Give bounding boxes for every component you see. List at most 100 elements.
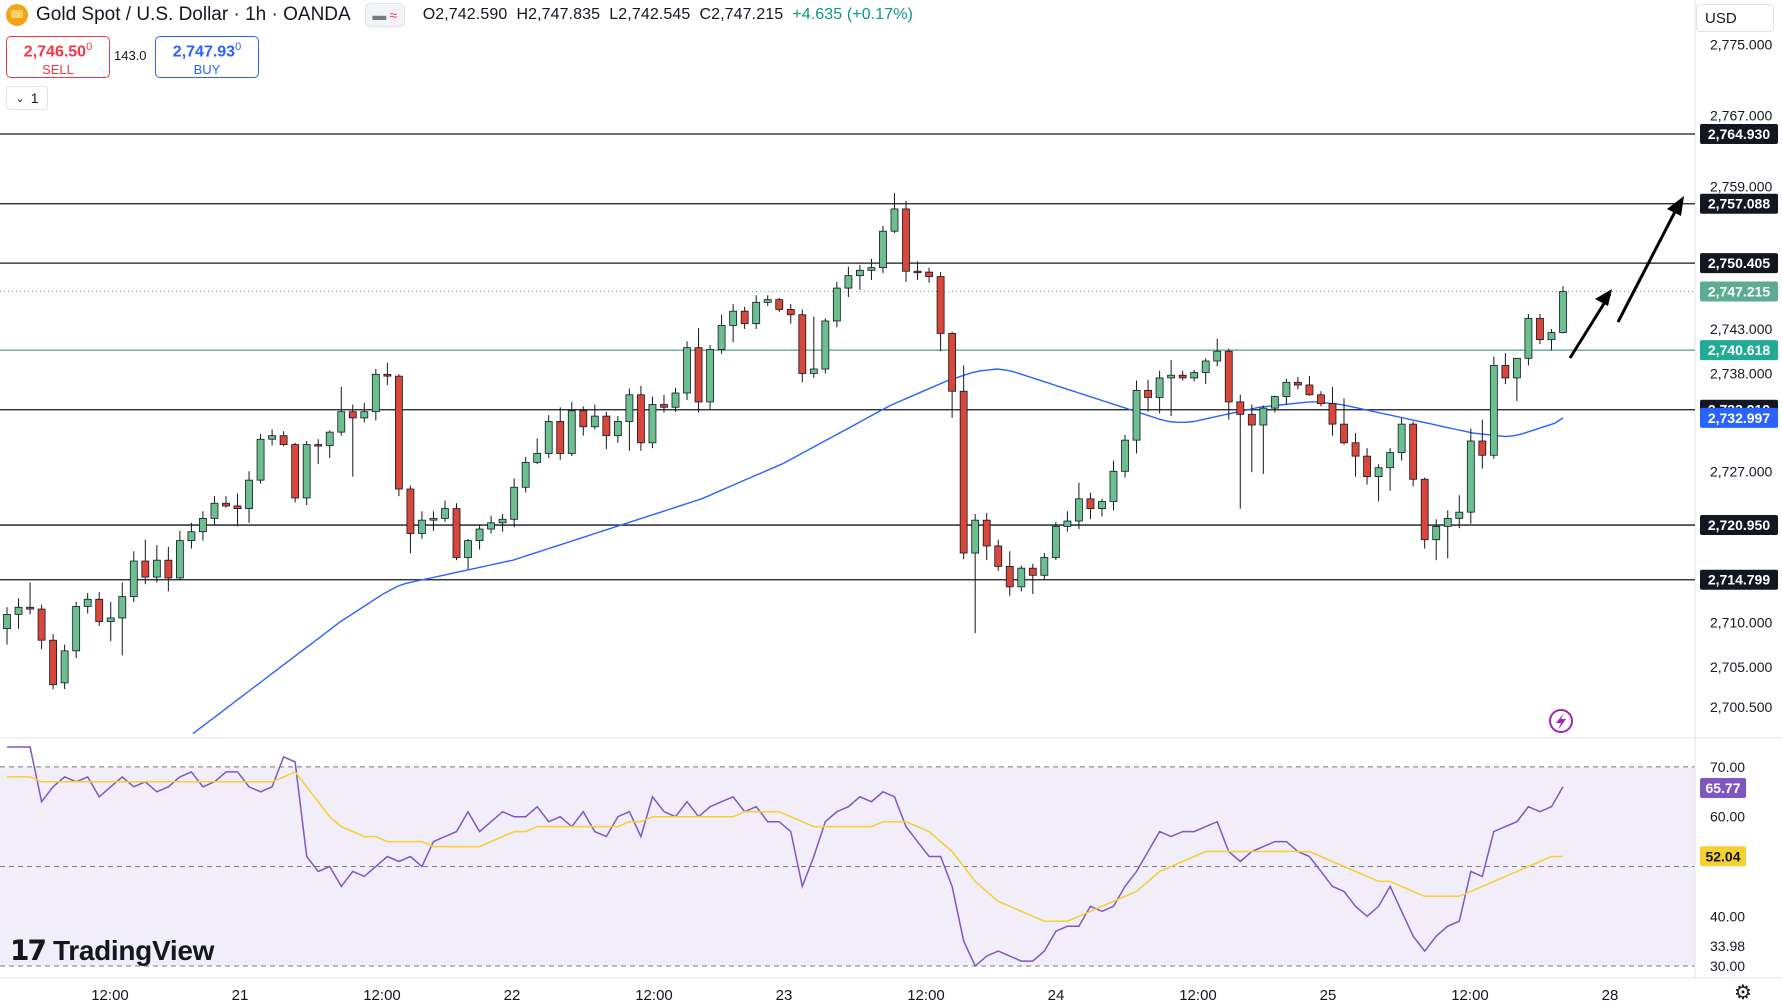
candle — [729, 304, 738, 343]
brand-name: TradingView — [52, 934, 215, 966]
symbol-name[interactable]: Gold Spot / U.S. Dollar — [36, 4, 229, 25]
candle — [199, 511, 207, 541]
spread-value: 143.0 — [114, 48, 147, 63]
candle — [1305, 376, 1314, 396]
candle — [1282, 378, 1291, 405]
candle — [118, 582, 127, 656]
candle — [602, 411, 611, 450]
candle — [3, 607, 11, 645]
candle — [106, 601, 115, 642]
candle — [26, 582, 34, 615]
candle — [1005, 551, 1014, 596]
candle — [844, 266, 853, 297]
market-status-pill[interactable]: ▬ ≈ — [364, 3, 405, 27]
candle — [775, 297, 784, 313]
candle — [1109, 460, 1118, 511]
currency-selector[interactable]: USD — [1696, 4, 1774, 32]
candle — [1063, 511, 1072, 532]
candle — [1547, 328, 1556, 351]
time-tick-label: 24 — [1048, 987, 1065, 1004]
candle — [1501, 352, 1510, 385]
candle — [302, 441, 311, 506]
time-tick-label: 12:00 — [907, 987, 945, 1004]
time-tick-label: 25 — [1320, 987, 1337, 1004]
tradingview-logo[interactable]: 𝟭𝟳 TradingView — [10, 934, 214, 967]
candle — [1340, 398, 1348, 445]
candle — [867, 258, 876, 281]
candle — [648, 396, 657, 449]
candle — [694, 328, 703, 413]
time-tick-label: 28 — [1602, 987, 1619, 1004]
candle — [533, 438, 542, 465]
title-separator-2: · — [266, 4, 284, 25]
candle — [1098, 498, 1106, 517]
candle — [936, 272, 945, 352]
symbol-interval[interactable]: 1h — [245, 4, 267, 25]
svg-text:2,747.215: 2,747.215 — [1708, 284, 1770, 300]
time-tick-label: 12:00 — [1179, 987, 1217, 1004]
price-tick-label: 2,727.000 — [1710, 463, 1772, 479]
candle — [256, 433, 265, 484]
level-price-tag-5: 2,714.799 — [1700, 569, 1778, 590]
candle — [660, 394, 668, 413]
candle — [544, 415, 553, 458]
trend-arrow-1[interactable] — [1568, 293, 1612, 359]
candle — [809, 316, 818, 378]
candle — [1536, 313, 1544, 345]
candle — [832, 281, 841, 328]
candle — [1213, 338, 1222, 367]
sell-button[interactable]: 2,746.500 SELL — [6, 36, 110, 78]
candle — [360, 402, 369, 423]
rsi-tick-label: 60.00 — [1710, 809, 1745, 825]
candle — [83, 593, 92, 614]
gear-icon[interactable]: ⚙ — [1734, 982, 1752, 1004]
candle — [1155, 370, 1164, 414]
candle — [418, 511, 426, 539]
trend-arrow-2[interactable] — [1616, 201, 1682, 323]
candle — [902, 200, 910, 282]
svg-text:2,740.618: 2,740.618 — [1708, 342, 1770, 358]
candle — [1328, 386, 1337, 436]
candle — [279, 431, 288, 447]
tradingview-mark-icon: 𝟭𝟳 — [10, 935, 47, 966]
wave-icon: ≈ — [389, 7, 398, 23]
candle — [556, 407, 565, 460]
candle — [1201, 358, 1210, 385]
time-axis[interactable]: 12:00 21 12:00 22 12:00 23 12:00 24 12:00 25 12:00… — [91, 987, 1618, 1004]
price-tick-label: 2,710.000 — [1710, 614, 1772, 630]
level-price-tag-2: 2,750.405 — [1700, 253, 1778, 274]
level-price-tag-4: 2,720.950 — [1700, 515, 1778, 536]
candle — [786, 304, 795, 324]
candle — [740, 306, 749, 329]
buy-button[interactable]: 2,747.930 BUY — [155, 36, 259, 78]
trend-arrow-1-head — [1595, 289, 1612, 306]
candle — [164, 546, 173, 592]
price-tick-label: 2,775.000 — [1710, 36, 1772, 52]
ohlc-readout: O2,742.590 H2,747.835 L2,742.545 C2,747.… — [422, 6, 914, 23]
price-tick-label: 2,767.000 — [1710, 108, 1772, 124]
time-tick-label: 21 — [232, 987, 249, 1004]
rsi-tick-label: 40.00 — [1710, 908, 1745, 924]
candle — [49, 633, 58, 690]
candle — [683, 341, 691, 401]
rsi-value-tag: 65.77 — [1700, 777, 1746, 798]
price-axis[interactable]: 2,775.000 2,767.000 2,759.000 2,743.000 2,73… — [1710, 36, 1772, 714]
candle — [1040, 553, 1049, 580]
lightning-icon[interactable] — [1549, 709, 1573, 733]
candle — [994, 539, 1003, 571]
svg-text:2,732.997: 2,732.997 — [1708, 410, 1770, 426]
trend-arrows[interactable] — [1568, 196, 1684, 359]
price-tags: 2,764.9302,757.0882,750.4052,733.9192,72… — [1700, 123, 1778, 590]
candle — [521, 457, 530, 493]
level-price-tag-0: 2,764.930 — [1700, 123, 1778, 144]
candle — [625, 388, 634, 451]
candle — [60, 644, 69, 690]
price-tick-label: 2,759.000 — [1710, 179, 1772, 195]
indicators-toggle[interactable]: ⌄ 1 — [6, 86, 48, 110]
candle — [613, 416, 622, 443]
rsi-reference-lines — [0, 766, 1695, 967]
svg-text:52.04: 52.04 — [1705, 848, 1740, 864]
